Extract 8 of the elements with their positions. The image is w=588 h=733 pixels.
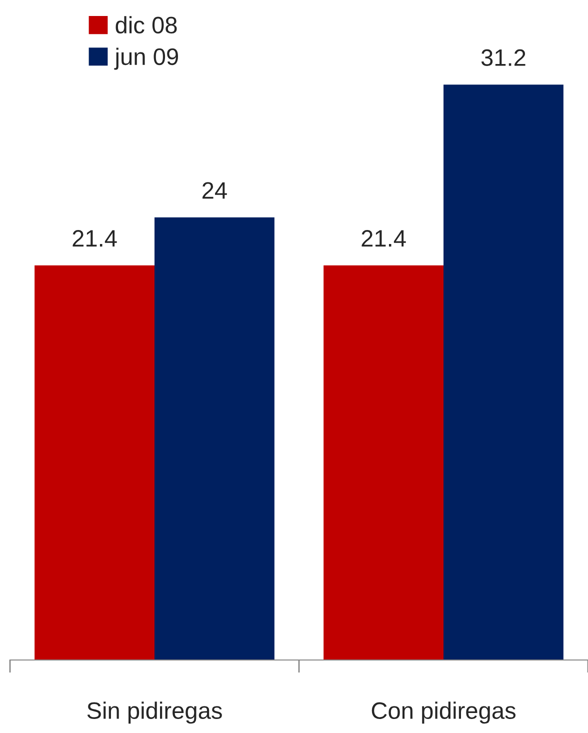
x-tick-label: Sin pidiregas: [87, 702, 222, 724]
data-label: 31.2: [481, 49, 526, 66]
x-tick-label: Con pidiregas: [372, 702, 516, 724]
data-label: 21.4: [72, 230, 117, 247]
legend-label: jun 09: [114, 48, 178, 70]
data-label: 24: [202, 182, 227, 199]
data-label: 21.4: [362, 230, 406, 247]
legend-label: dic 08: [116, 16, 177, 34]
